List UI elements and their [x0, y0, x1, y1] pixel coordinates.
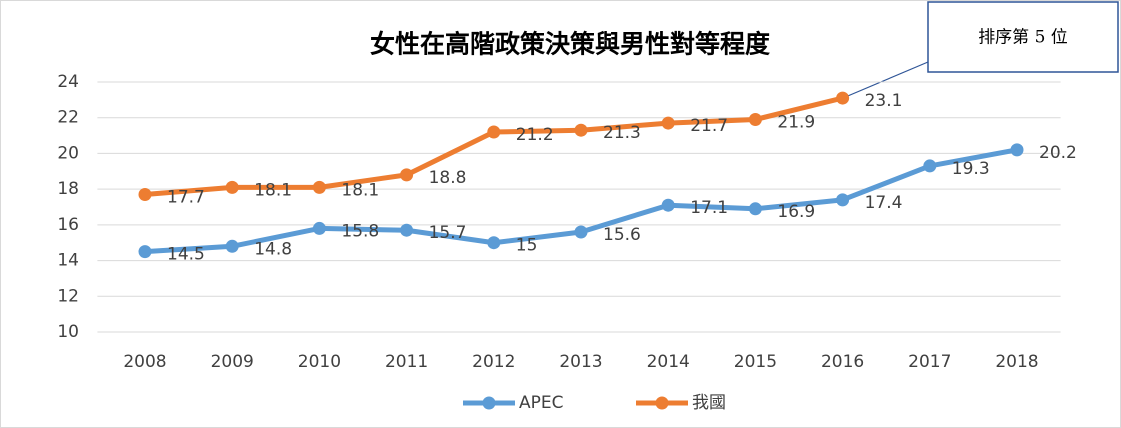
data-point	[836, 91, 850, 105]
data-point	[138, 188, 152, 201]
data-label: 21.7	[690, 116, 728, 136]
data-point	[836, 193, 850, 207]
callout-pointer	[842, 61, 929, 99]
data-point	[487, 125, 501, 139]
x-tick-label: 2012	[472, 352, 515, 372]
data-label: 15	[516, 236, 538, 256]
y-tick-label: 14	[57, 251, 79, 271]
series: 17.7 18.1 18.1 18.8 21.2 21.3 21.7 21.9 23.1	[138, 91, 903, 208]
data-label: 18.1	[254, 180, 292, 200]
x-tick-label: 2016	[821, 352, 864, 372]
data-point	[748, 113, 762, 126]
data-point	[574, 225, 588, 239]
data-point	[138, 245, 152, 259]
y-tick-label: 24	[57, 72, 79, 92]
x-tick-label: 2011	[385, 352, 428, 372]
x-tick-label: 2009	[211, 352, 254, 372]
data-point	[312, 221, 326, 235]
y-tick-label: 22	[57, 108, 79, 128]
data-label: 21.2	[516, 125, 554, 145]
legend-label: 我國	[692, 393, 726, 413]
data-label: 14.5	[167, 245, 205, 265]
plot-area: 10 12 14 16 18 20 22 24 2008 2009 2010 2011 2012 2013…	[57, 72, 1077, 372]
data-point	[1010, 143, 1024, 157]
data-point	[661, 116, 675, 130]
callout-box	[927, 1, 1119, 73]
data-point	[661, 198, 675, 212]
series: 14.5 14.8 15.8 15.7 15 15.6 17.1 16.9 17.4 19.3 20…	[138, 143, 1077, 265]
y-tick-label: 18	[57, 179, 79, 199]
x-tick-label: 2013	[559, 352, 602, 372]
x-tick-label: 2014	[647, 352, 690, 372]
legend-marker	[655, 396, 669, 410]
data-point	[225, 180, 239, 194]
data-point	[748, 202, 762, 216]
y-tick-label: 16	[57, 215, 79, 235]
data-point	[400, 223, 414, 237]
x-tick-label: 2010	[298, 352, 341, 372]
data-label: 17.4	[865, 193, 903, 213]
data-label: 21.3	[603, 123, 641, 143]
data-label: 16.9	[777, 202, 815, 222]
y-tick-label: 12	[57, 286, 79, 306]
data-point	[574, 123, 588, 137]
legend-marker	[482, 396, 496, 410]
data-label: 23.1	[865, 91, 903, 111]
x-tick-label: 2008	[123, 352, 166, 372]
data-label: 18.1	[341, 180, 379, 200]
data-label: 19.3	[952, 159, 990, 179]
data-label: 20.2	[1039, 143, 1077, 163]
data-label: 17.1	[690, 198, 728, 218]
data-label: 15.6	[603, 225, 641, 245]
data-point	[923, 159, 937, 173]
x-tick-label: 2017	[908, 352, 951, 372]
legend-label: APEC	[519, 393, 564, 413]
data-label: 17.7	[167, 188, 205, 208]
data-point	[400, 168, 414, 182]
x-tick-label: 2015	[734, 352, 777, 372]
x-tick-label: 2018	[995, 352, 1038, 372]
data-label: 14.8	[254, 239, 292, 259]
data-point	[225, 239, 239, 253]
data-label: 15.7	[429, 223, 467, 243]
data-label: 18.8	[429, 168, 467, 188]
data-label: 15.8	[341, 221, 379, 241]
data-point	[487, 236, 501, 250]
data-point	[312, 180, 326, 194]
chart-title: 女性在高階政策決策與男性對等程度	[370, 30, 770, 59]
data-label: 21.9	[777, 113, 815, 133]
y-tick-label: 20	[57, 143, 79, 163]
annotation: 排序第 5 位	[978, 28, 1068, 48]
y-tick-label: 10	[57, 322, 79, 342]
